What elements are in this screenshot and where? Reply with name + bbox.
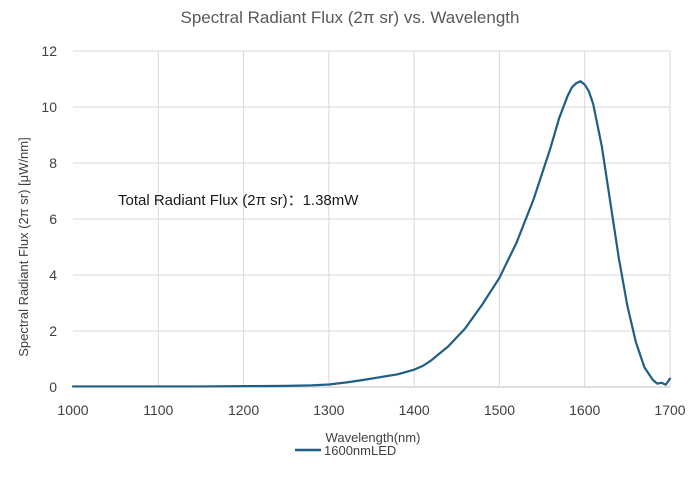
x-tick-label: 1100 (143, 402, 173, 418)
series-layer (71, 80, 672, 388)
legend-label-1600nmled: 1600nmLED (324, 443, 396, 458)
y-tick-label: 10 (41, 99, 57, 115)
y-tick-label: 8 (49, 155, 57, 171)
x-tick-label: 1700 (654, 402, 685, 418)
x-tick-label: 1500 (484, 402, 515, 418)
series-line-1600nmled (71, 80, 672, 388)
x-axis-label: Wavelength(nm) (326, 430, 421, 445)
y-tick-label: 4 (49, 267, 57, 283)
y-axis-label: Spectral Radiant Flux (2π sr) [μW/nm] (16, 137, 31, 356)
grid-layer (73, 50, 671, 387)
x-tick-label: 1200 (228, 402, 259, 418)
x-tick-label: 1000 (57, 402, 88, 418)
y-tick-label: 0 (49, 379, 57, 395)
y-tick-label: 6 (49, 211, 57, 227)
chart-title: Spectral Radiant Flux (2π sr) vs. Wavele… (181, 8, 520, 27)
x-tick-label: 1300 (313, 402, 344, 418)
x-tick-label: 1600 (569, 402, 600, 418)
legend: 1600nmLED (295, 443, 396, 458)
y-tick-label: 2 (49, 323, 57, 339)
tick-label-layer: 1000 1100 1200 1300 1400 1500 1600 1700 0 2 4 6 8 10 1… (41, 43, 685, 418)
total-radiant-flux-annotation: Total Radiant Flux (2π sr)：1.38mW (118, 192, 359, 209)
x-tick-label: 1400 (399, 402, 430, 418)
y-tick-label: 12 (41, 43, 57, 59)
